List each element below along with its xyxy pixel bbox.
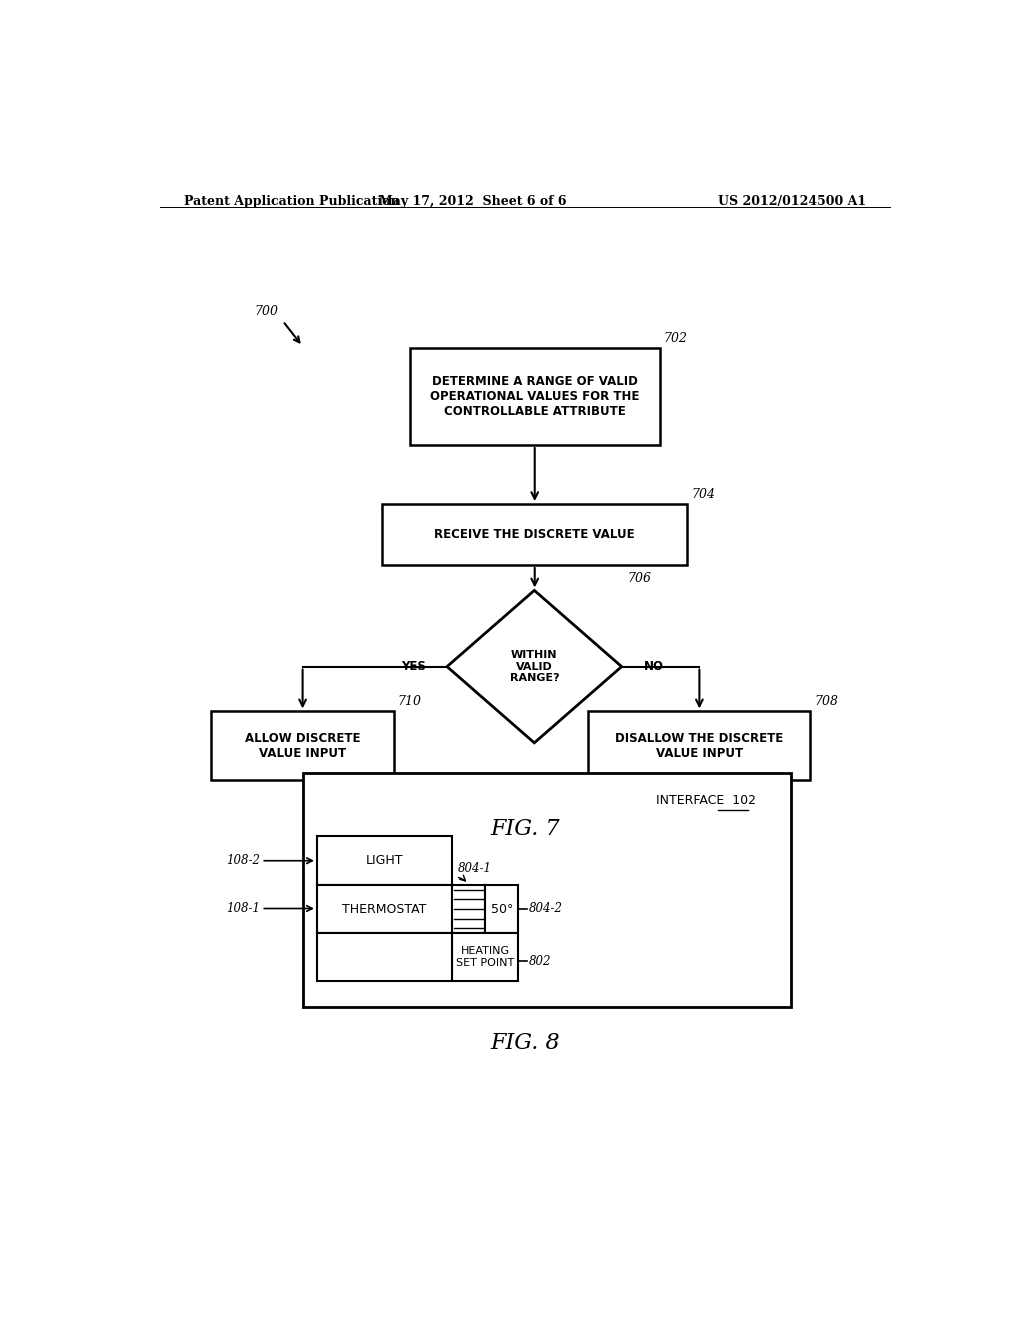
Text: 50°: 50° [490,903,513,916]
Text: YES: YES [400,660,426,673]
Bar [316,933,452,981]
Text: 710: 710 [397,696,422,709]
Text: 708: 708 [814,696,839,709]
Text: RECEIVE THE DISCRETE VALUE: RECEIVE THE DISCRETE VALUE [434,528,635,541]
Bar [588,711,811,780]
Bar [316,886,452,933]
Bar [485,886,518,933]
Text: May 17, 2012  Sheet 6 of 6: May 17, 2012 Sheet 6 of 6 [380,195,567,209]
Text: 702: 702 [664,333,688,346]
Text: 802: 802 [528,954,551,968]
Bar [303,774,791,1007]
Text: ALLOW DISCRETE
VALUE INPUT: ALLOW DISCRETE VALUE INPUT [245,731,360,760]
Text: 804-2: 804-2 [528,902,563,915]
Bar [382,504,687,565]
Bar [211,711,394,780]
Bar [452,933,518,981]
Text: NO: NO [644,660,664,673]
Text: FIG. 7: FIG. 7 [490,818,559,841]
Text: Patent Application Publication: Patent Application Publication [183,195,399,209]
Text: 706: 706 [628,573,652,585]
Text: 700: 700 [255,305,279,318]
Polygon shape [447,590,622,743]
Text: DISALLOW THE DISCRETE
VALUE INPUT: DISALLOW THE DISCRETE VALUE INPUT [615,731,783,760]
Bar [410,348,659,445]
Text: 108-2: 108-2 [226,854,260,867]
Text: 108-1: 108-1 [226,902,260,915]
Text: INTERFACE  102: INTERFACE 102 [655,795,756,808]
Text: 804-1: 804-1 [458,862,492,875]
Text: THERMOSTAT: THERMOSTAT [342,903,427,916]
Text: HEATING
SET POINT: HEATING SET POINT [456,946,514,968]
Text: FIG. 8: FIG. 8 [490,1032,559,1053]
Text: LIGHT: LIGHT [366,854,403,867]
Text: DETERMINE A RANGE OF VALID
OPERATIONAL VALUES FOR THE
CONTROLLABLE ATTRIBUTE: DETERMINE A RANGE OF VALID OPERATIONAL V… [430,375,639,418]
Text: 704: 704 [691,488,716,500]
Text: WITHIN
VALID
RANGE?: WITHIN VALID RANGE? [510,649,559,684]
Bar [452,886,485,933]
Bar [316,837,452,886]
Text: US 2012/0124500 A1: US 2012/0124500 A1 [718,195,866,209]
